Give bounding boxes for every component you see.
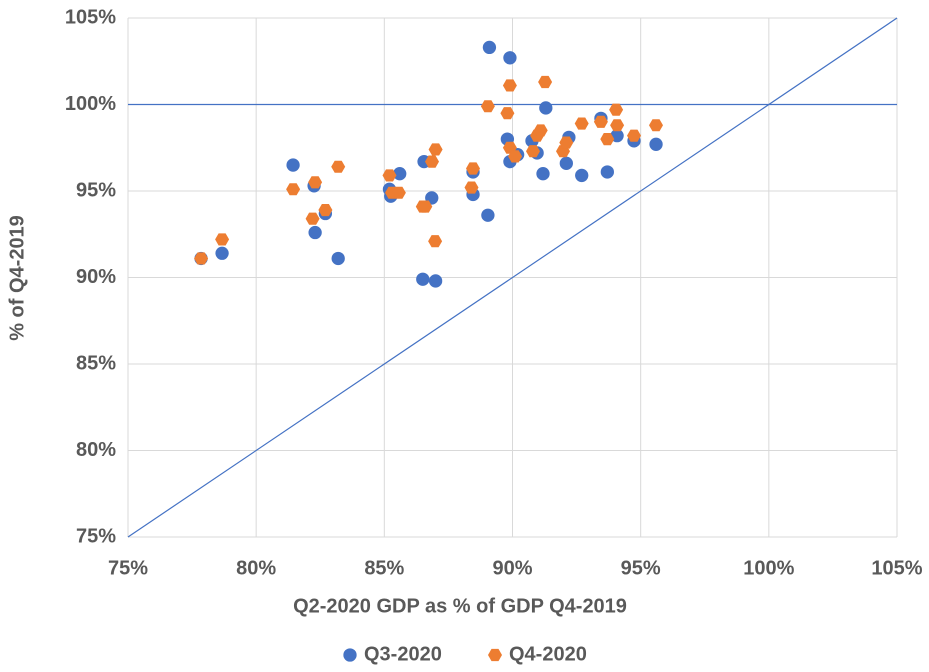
y-tick-label: 90% bbox=[76, 266, 116, 288]
y-axis-label: % of Q4-2019 bbox=[6, 215, 28, 341]
point bbox=[215, 246, 229, 260]
point bbox=[425, 155, 439, 168]
point bbox=[464, 181, 479, 194]
x-tick-label: 85% bbox=[364, 557, 404, 579]
point bbox=[481, 208, 495, 222]
x-axis-label: Q2-2020 GDP as % of GDP Q4-2019 bbox=[293, 595, 627, 617]
point bbox=[194, 252, 209, 265]
legend-label: Q3-2020 bbox=[364, 643, 442, 665]
x-tick-label: 105% bbox=[871, 557, 922, 579]
point bbox=[593, 115, 608, 128]
point bbox=[600, 133, 615, 146]
point bbox=[559, 156, 573, 170]
point bbox=[305, 212, 320, 225]
x-tick-label: 95% bbox=[621, 557, 661, 579]
point bbox=[331, 251, 345, 266]
point bbox=[308, 176, 323, 189]
point bbox=[610, 119, 625, 132]
point bbox=[418, 200, 433, 213]
y-tick-label: 85% bbox=[76, 352, 116, 374]
point bbox=[503, 51, 517, 65]
point bbox=[600, 165, 614, 179]
point bbox=[574, 117, 589, 130]
point bbox=[536, 167, 550, 181]
point bbox=[428, 143, 443, 156]
x-tick-label: 100% bbox=[743, 557, 794, 579]
point bbox=[502, 79, 517, 92]
y-tick-label: 100% bbox=[65, 93, 116, 115]
x-tick-label: 75% bbox=[108, 557, 148, 579]
point bbox=[559, 136, 574, 149]
y-tick-label: 95% bbox=[76, 179, 116, 201]
diagonal-line bbox=[127, 17, 898, 538]
point bbox=[526, 145, 540, 158]
point bbox=[500, 107, 515, 120]
point bbox=[482, 40, 497, 55]
point bbox=[538, 75, 553, 89]
point bbox=[539, 101, 553, 115]
point bbox=[416, 272, 430, 286]
point bbox=[428, 235, 443, 248]
point bbox=[609, 103, 624, 116]
point bbox=[480, 100, 495, 113]
point bbox=[466, 162, 480, 175]
point bbox=[649, 119, 663, 132]
point bbox=[393, 167, 407, 181]
legend-marker bbox=[488, 648, 502, 662]
legend-marker bbox=[343, 648, 357, 662]
point bbox=[533, 124, 548, 137]
point bbox=[382, 169, 397, 182]
y-tick-label: 105% bbox=[65, 6, 116, 28]
x-tick-label: 80% bbox=[236, 557, 276, 579]
y-tick-label: 80% bbox=[76, 439, 116, 461]
point bbox=[215, 233, 230, 246]
point bbox=[391, 186, 406, 199]
point bbox=[331, 160, 346, 173]
y-tick-label: 75% bbox=[76, 525, 116, 547]
point bbox=[575, 168, 589, 183]
point bbox=[308, 225, 322, 240]
point bbox=[286, 183, 301, 196]
point bbox=[627, 129, 641, 142]
point bbox=[649, 137, 663, 151]
point bbox=[318, 204, 333, 217]
x-tick-label: 90% bbox=[492, 557, 532, 579]
point bbox=[286, 158, 300, 172]
legend-label: Q4-2020 bbox=[509, 643, 587, 665]
point bbox=[508, 150, 523, 163]
point bbox=[428, 274, 443, 288]
